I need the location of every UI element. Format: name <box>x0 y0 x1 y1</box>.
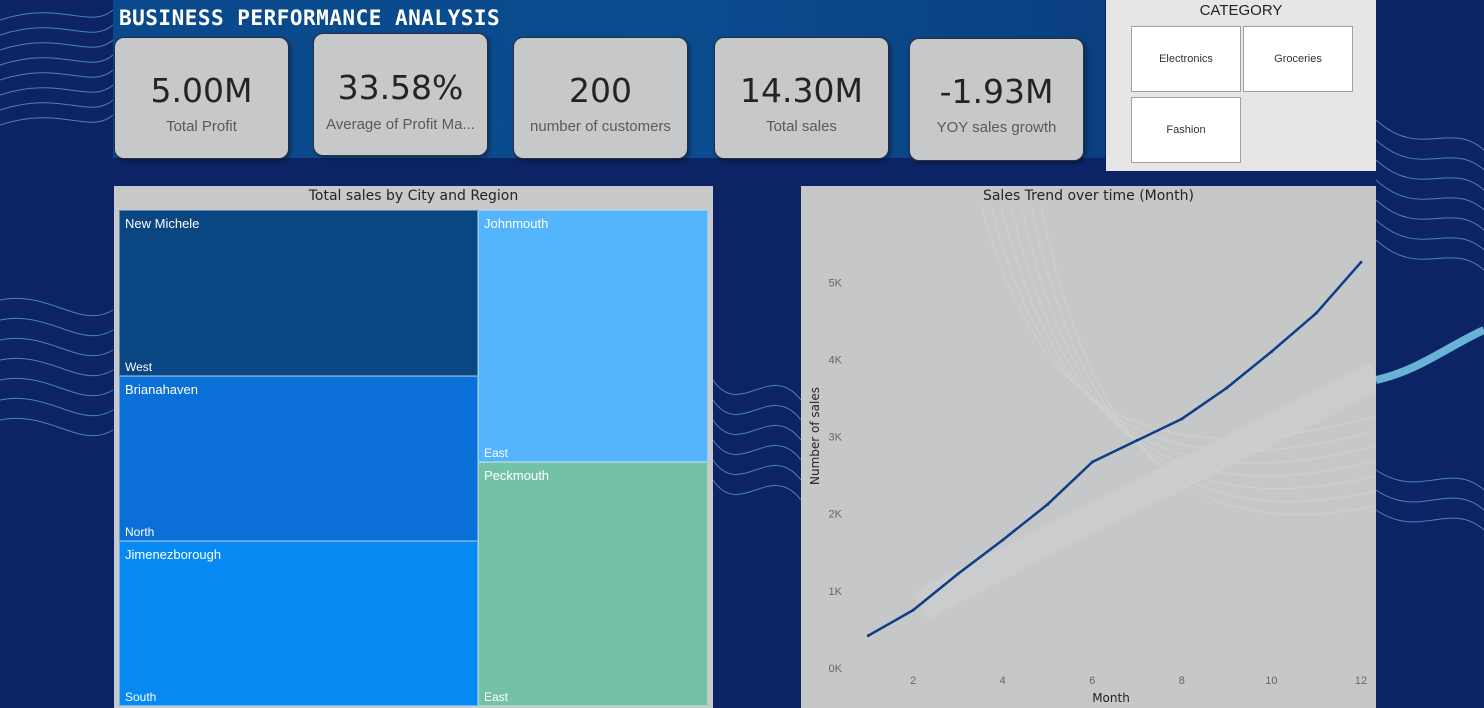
data-point <box>1359 260 1363 264</box>
x-axis-label: Month <box>1092 691 1130 705</box>
data-point <box>866 634 870 638</box>
line-chart-panel: Sales Trend over time (Month) 0K 1K 2K 3K 4K… <box>801 186 1376 708</box>
y-tick-label: 4K <box>829 354 843 366</box>
treemap-tile-johnmouth[interactable]: Johnmouth East <box>478 210 708 462</box>
tile-region-label: South <box>125 690 157 704</box>
kpi-value: -1.93M <box>939 72 1054 111</box>
data-point <box>1269 350 1273 354</box>
treemap-tile-new-michele[interactable]: New Michele West <box>119 210 478 376</box>
tile-city-label: Jimenezborough <box>125 547 222 562</box>
data-point <box>1090 460 1094 464</box>
kpi-card-profit-margin[interactable]: 33.58% Average of Profit Ma... <box>313 33 488 156</box>
kpi-value: 200 <box>569 71 632 110</box>
slicer-option-fashion[interactable]: Fashion <box>1131 97 1241 163</box>
tile-city-label: New Michele <box>125 216 200 231</box>
kpi-card-customers[interactable]: 200 number of customers <box>513 37 688 159</box>
category-slicer: CATEGORY Electronics Groceries Fashion <box>1106 0 1376 171</box>
y-tick-label: 5K <box>829 277 843 289</box>
tile-region-label: East <box>484 446 509 460</box>
treemap-tile-peckmouth[interactable]: Peckmouth East <box>478 462 708 706</box>
slicer-option-groceries[interactable]: Groceries <box>1243 26 1353 92</box>
x-tick-label: 8 <box>1179 675 1185 687</box>
x-tick-label: 10 <box>1265 675 1277 687</box>
y-axis-label: Number of sales <box>808 387 822 485</box>
treemap-tile-jimenezborough[interactable]: Jimenezborough South <box>119 541 478 706</box>
y-tick-label: 2K <box>829 509 843 521</box>
kpi-value: 33.58% <box>337 68 464 107</box>
data-point <box>1135 438 1139 442</box>
x-tick-label: 12 <box>1355 675 1367 687</box>
data-point <box>911 608 915 612</box>
kpi-value: 14.30M <box>740 71 863 110</box>
data-point <box>1046 502 1050 506</box>
slicer-option-electronics[interactable]: Electronics <box>1131 26 1241 92</box>
y-tick-label: 3K <box>829 432 843 444</box>
kpi-label: number of customers <box>530 118 671 135</box>
kpi-label: YOY sales growth <box>936 119 1057 136</box>
treemap-panel: Total sales by City and Region New Miche… <box>114 186 713 708</box>
data-point <box>1001 538 1005 542</box>
kpi-label: Total Profit <box>166 118 237 135</box>
tile-city-label: Johnmouth <box>484 216 549 231</box>
x-tick-label: 6 <box>1089 675 1095 687</box>
page-title: BUSINESS PERFORMANCE ANALYSIS <box>119 6 501 30</box>
treemap-tile-brianahaven[interactable]: Brianahaven North <box>119 376 478 541</box>
kpi-value: 5.00M <box>150 71 253 110</box>
line-chart-title: Sales Trend over time (Month) <box>982 188 1195 204</box>
x-tick-label: 4 <box>1000 675 1006 687</box>
tile-city-label: Peckmouth <box>484 468 550 483</box>
line-chart: 0K 1K 2K 3K 4K 5K 2 4 6 8 10 12 Month Number of sales <box>808 260 1367 705</box>
treemap-title: Total sales by City and Region <box>308 188 519 204</box>
kpi-label: Total sales <box>766 118 837 135</box>
kpi-card-total-sales[interactable]: 14.30M Total sales <box>714 37 889 159</box>
data-point <box>1180 417 1184 421</box>
tile-region-label: East <box>484 690 509 704</box>
data-point <box>956 572 960 576</box>
data-point <box>1314 311 1318 315</box>
chart-bg-waves <box>913 205 1376 620</box>
kpi-label: Average of Profit Ma... <box>326 116 475 133</box>
data-point <box>1225 386 1229 390</box>
series-line <box>867 261 1362 637</box>
y-tick-label: 1K <box>829 586 843 598</box>
kpi-card-yoy-growth[interactable]: -1.93M YOY sales growth <box>909 38 1084 161</box>
slicer-title: CATEGORY <box>1199 2 1283 19</box>
tile-city-label: Brianahaven <box>125 382 198 397</box>
tile-region-label: West <box>125 360 153 374</box>
x-tick-label: 2 <box>910 675 916 687</box>
kpi-card-total-profit[interactable]: 5.00M Total Profit <box>114 37 289 159</box>
y-tick-label: 0K <box>829 663 843 675</box>
tile-region-label: North <box>125 525 155 539</box>
